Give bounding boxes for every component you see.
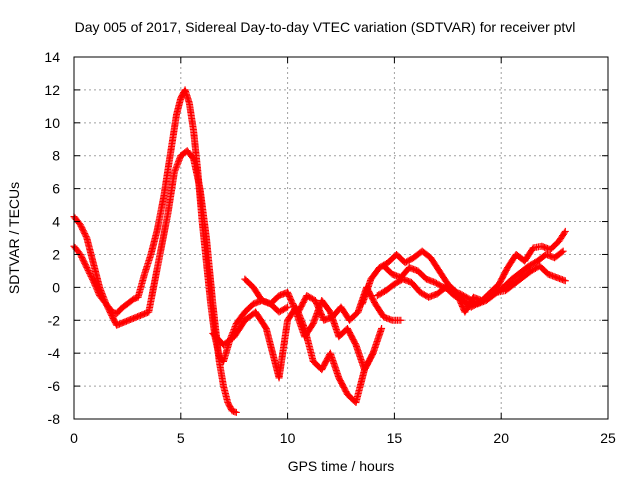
x-axis-label: GPS time / hours xyxy=(288,458,395,474)
satellite-pass-4 xyxy=(241,275,386,374)
y-axis-label: SDTVAR / TECUs xyxy=(6,182,22,294)
data-point xyxy=(397,316,405,324)
data-point xyxy=(561,277,569,285)
y-tick-label: 12 xyxy=(44,82,60,98)
y-tick-label: 14 xyxy=(44,49,60,65)
data-point xyxy=(561,227,569,235)
y-tick-label: 4 xyxy=(52,214,60,230)
y-tick-label: 8 xyxy=(52,148,60,164)
y-tick-label: 0 xyxy=(52,279,60,295)
y-tick-label: -8 xyxy=(48,411,61,427)
data-point-interp xyxy=(282,304,290,312)
x-tick-label: 20 xyxy=(493,430,509,446)
data-point-interp xyxy=(91,280,99,288)
satellite-pass-8 xyxy=(380,247,567,308)
x-tick-label: 5 xyxy=(177,430,185,446)
satellite-pass-7 xyxy=(373,262,569,311)
x-tick-label: 25 xyxy=(600,430,616,446)
data-point-interp xyxy=(558,248,566,256)
data-point xyxy=(284,303,292,311)
x-tick-label: 0 xyxy=(70,430,78,446)
satellite-pass-2 xyxy=(70,147,240,416)
chart-title: Day 005 of 2017, Sidereal Day-to-day VTE… xyxy=(75,19,576,35)
data-point xyxy=(378,325,386,332)
y-tick-label: -2 xyxy=(48,312,61,328)
data-point-interp xyxy=(89,275,97,283)
y-tick-label: -4 xyxy=(48,345,61,361)
data-point xyxy=(232,408,240,416)
y-tick-label: 6 xyxy=(52,181,60,197)
y-tick-label: 2 xyxy=(52,246,60,262)
y-tick-label: 10 xyxy=(44,115,60,131)
tick-labels: 0 5 10 15 20 25 -8 -6 -4 -2 0 2 4 6 8 10 12 14 xyxy=(44,49,616,446)
axis-ticks xyxy=(73,56,609,420)
data-point-interp xyxy=(560,229,568,237)
data-point-interp xyxy=(90,278,98,286)
data-point xyxy=(89,277,97,285)
data-points xyxy=(70,86,569,416)
y-tick-label: -6 xyxy=(48,378,61,394)
data-point xyxy=(559,247,567,255)
plot-frame xyxy=(73,56,609,420)
x-tick-label: 15 xyxy=(387,430,403,446)
x-tick-label: 10 xyxy=(280,430,296,446)
